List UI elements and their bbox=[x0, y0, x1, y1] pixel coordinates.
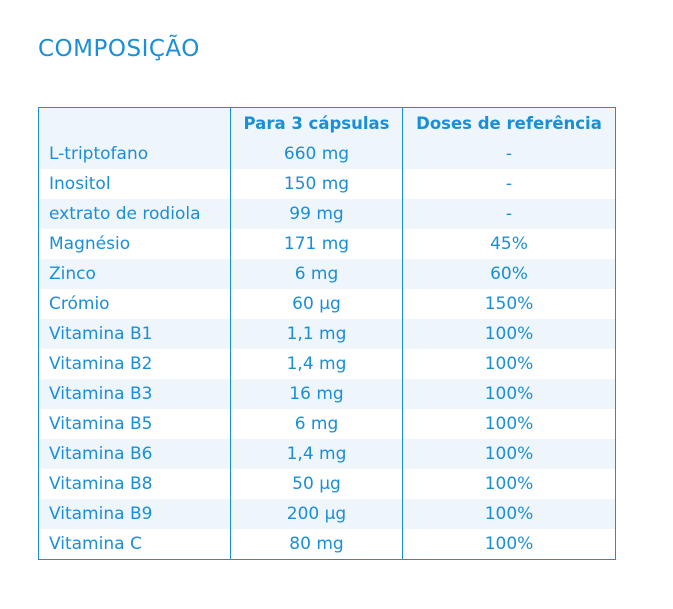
table-row: Vitamina B6 1,4 mg 100% bbox=[38, 439, 616, 469]
table-row: Zinco 6 mg 60% bbox=[38, 259, 616, 289]
table-row: Vitamina B1 1,1 mg 100% bbox=[38, 319, 616, 349]
table-row: extrato de rodiola 99 mg - bbox=[38, 199, 616, 229]
ingredient-cell: Crómio bbox=[38, 289, 231, 319]
ingredient-cell: Magnésio bbox=[38, 229, 231, 259]
ingredient-cell: Vitamina B2 bbox=[38, 349, 231, 379]
reference-dose-cell: 100% bbox=[402, 439, 616, 469]
reference-dose-cell: 150% bbox=[402, 289, 616, 319]
header-per-3-capsules: Para 3 cápsulas bbox=[230, 107, 403, 139]
header-reference-doses: Doses de referência bbox=[402, 107, 616, 139]
ingredient-cell: Vitamina B9 bbox=[38, 499, 231, 529]
ingredient-cell: L-triptofano bbox=[38, 139, 231, 169]
reference-dose-cell: 100% bbox=[402, 349, 616, 379]
amount-cell: 6 mg bbox=[230, 409, 403, 439]
composition-table: Para 3 cápsulas Doses de referência L-tr… bbox=[38, 107, 616, 560]
amount-cell: 1,4 mg bbox=[230, 439, 403, 469]
page-title: COMPOSIÇÃO bbox=[38, 36, 200, 62]
amount-cell: 99 mg bbox=[230, 199, 403, 229]
table-row: Magnésio 171 mg 45% bbox=[38, 229, 616, 259]
reference-dose-cell: - bbox=[402, 139, 616, 169]
table-row: Vitamina B8 50 µg 100% bbox=[38, 469, 616, 499]
ingredient-cell: Vitamina B6 bbox=[38, 439, 231, 469]
amount-cell: 1,1 mg bbox=[230, 319, 403, 349]
header-empty bbox=[38, 107, 231, 139]
reference-dose-cell: 60% bbox=[402, 259, 616, 289]
ingredient-cell: Inositol bbox=[38, 169, 231, 199]
reference-dose-cell: - bbox=[402, 199, 616, 229]
reference-dose-cell: 100% bbox=[402, 469, 616, 499]
ingredient-cell: Vitamina B5 bbox=[38, 409, 231, 439]
table-row: Vitamina B2 1,4 mg 100% bbox=[38, 349, 616, 379]
reference-dose-cell: 100% bbox=[402, 319, 616, 349]
reference-dose-cell: 100% bbox=[402, 379, 616, 409]
table-row: Vitamina B9 200 µg 100% bbox=[38, 499, 616, 529]
ingredient-cell: Vitamina B3 bbox=[38, 379, 231, 409]
ingredient-cell: Vitamina B1 bbox=[38, 319, 231, 349]
table-row: L-triptofano 660 mg - bbox=[38, 139, 616, 169]
ingredient-cell: extrato de rodiola bbox=[38, 199, 231, 229]
table-row: Vitamina B5 6 mg 100% bbox=[38, 409, 616, 439]
amount-cell: 1,4 mg bbox=[230, 349, 403, 379]
ingredient-cell: Vitamina C bbox=[38, 529, 231, 560]
amount-cell: 200 µg bbox=[230, 499, 403, 529]
reference-dose-cell: 100% bbox=[402, 409, 616, 439]
amount-cell: 16 mg bbox=[230, 379, 403, 409]
amount-cell: 6 mg bbox=[230, 259, 403, 289]
reference-dose-cell: 45% bbox=[402, 229, 616, 259]
ingredient-cell: Vitamina B8 bbox=[38, 469, 231, 499]
table-header-row: Para 3 cápsulas Doses de referência bbox=[38, 107, 616, 139]
reference-dose-cell: 100% bbox=[402, 529, 616, 560]
amount-cell: 80 mg bbox=[230, 529, 403, 560]
table-row: Vitamina C 80 mg 100% bbox=[38, 529, 616, 560]
table-row: Crómio 60 µg 150% bbox=[38, 289, 616, 319]
reference-dose-cell: - bbox=[402, 169, 616, 199]
amount-cell: 171 mg bbox=[230, 229, 403, 259]
amount-cell: 660 mg bbox=[230, 139, 403, 169]
amount-cell: 50 µg bbox=[230, 469, 403, 499]
reference-dose-cell: 100% bbox=[402, 499, 616, 529]
ingredient-cell: Zinco bbox=[38, 259, 231, 289]
table-row: Vitamina B3 16 mg 100% bbox=[38, 379, 616, 409]
amount-cell: 60 µg bbox=[230, 289, 403, 319]
table-row: Inositol 150 mg - bbox=[38, 169, 616, 199]
amount-cell: 150 mg bbox=[230, 169, 403, 199]
